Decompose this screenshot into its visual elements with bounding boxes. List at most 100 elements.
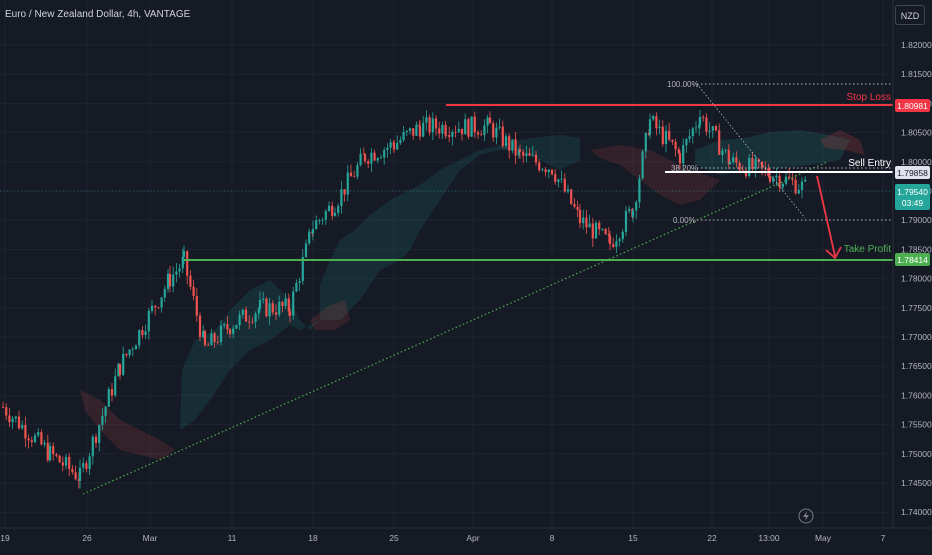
lightning-icon[interactable]: [798, 508, 814, 524]
candle: [557, 178, 560, 188]
candle: [508, 133, 511, 159]
candle: [492, 120, 495, 142]
candle: [694, 121, 698, 134]
candle: [265, 296, 268, 318]
candle: [228, 328, 232, 339]
take-profit-label: Take Profit: [844, 244, 891, 255]
candle: [308, 228, 311, 246]
candle: [441, 121, 444, 140]
candle: [175, 262, 178, 283]
fib-0-label: 0.00%: [673, 216, 696, 225]
candle: [58, 454, 61, 463]
price-tick: 1.81500: [901, 69, 932, 79]
candle: [21, 420, 24, 430]
candle: [751, 151, 754, 172]
candle: [721, 148, 724, 164]
candle: [732, 152, 735, 165]
take-profit-badge: 1.78414: [897, 255, 928, 265]
candle: [337, 203, 340, 217]
candle: [284, 293, 287, 309]
candle: [48, 441, 52, 463]
candle: [71, 464, 74, 475]
candle: [748, 154, 751, 178]
time-tick: 26: [82, 533, 92, 543]
candle: [333, 207, 337, 217]
candle: [588, 214, 591, 228]
candle: [207, 342, 210, 346]
candle: [287, 293, 290, 317]
candle: [470, 116, 473, 137]
candle: [518, 144, 522, 159]
candle: [163, 285, 166, 303]
price-tick: 1.75000: [901, 449, 932, 459]
currency-selector[interactable]: NZD: [895, 5, 925, 25]
candle: [418, 120, 422, 141]
candle: [114, 368, 117, 398]
candle: [210, 328, 213, 346]
candle: [434, 115, 438, 136]
candle: [55, 452, 58, 458]
candle: [688, 129, 691, 143]
candle: [274, 304, 278, 321]
candle: [27, 434, 30, 449]
candle: [122, 346, 125, 377]
candle: [363, 153, 367, 165]
price-tick: 1.78500: [901, 244, 932, 254]
candle: [399, 136, 402, 145]
candle: [203, 329, 207, 347]
candle: [166, 269, 170, 293]
candle: [107, 386, 110, 407]
candle: [554, 169, 557, 185]
candle: [621, 229, 624, 243]
candle: [68, 453, 71, 477]
candle: [33, 432, 37, 444]
candle: [14, 415, 17, 423]
candle: [570, 188, 573, 206]
candle: [578, 204, 582, 229]
candle: [473, 111, 476, 138]
candle: [168, 265, 172, 293]
stop-loss-badge: 1.80981: [897, 101, 928, 111]
candle: [78, 459, 82, 489]
current-price-badge: 1.79540: [897, 187, 928, 197]
candle: [17, 410, 21, 430]
candle: [591, 217, 594, 247]
candle: [258, 291, 262, 313]
candle: [444, 130, 448, 138]
candle: [585, 209, 588, 234]
candle: [241, 308, 244, 319]
candle: [517, 147, 520, 159]
candle: [560, 170, 563, 183]
candle: [262, 291, 265, 304]
time-tick: 18: [308, 533, 318, 543]
candle: [1, 402, 5, 409]
candle: [213, 331, 216, 348]
candle: [30, 436, 33, 447]
candle: [598, 220, 601, 236]
candle: [674, 138, 677, 157]
candle: [292, 286, 295, 321]
price-tick: 1.74500: [901, 478, 932, 488]
time-tick: 11: [228, 533, 237, 543]
candle: [415, 121, 418, 137]
candle: [563, 173, 566, 193]
candle: [744, 168, 748, 179]
candle: [661, 120, 664, 147]
candle: [467, 117, 470, 140]
time-tick: 8: [550, 533, 555, 543]
candle: [189, 269, 192, 291]
candle: [652, 114, 655, 121]
price-tick: 1.75500: [901, 420, 932, 430]
candle: [608, 230, 612, 251]
candle: [251, 317, 254, 325]
candle: [268, 298, 271, 325]
candle: [682, 138, 685, 170]
projection-arrowhead: [825, 246, 842, 260]
candle: [784, 172, 788, 186]
candle: [278, 295, 281, 318]
candle: [718, 123, 721, 156]
candle: [324, 209, 327, 225]
candle: [389, 139, 392, 155]
